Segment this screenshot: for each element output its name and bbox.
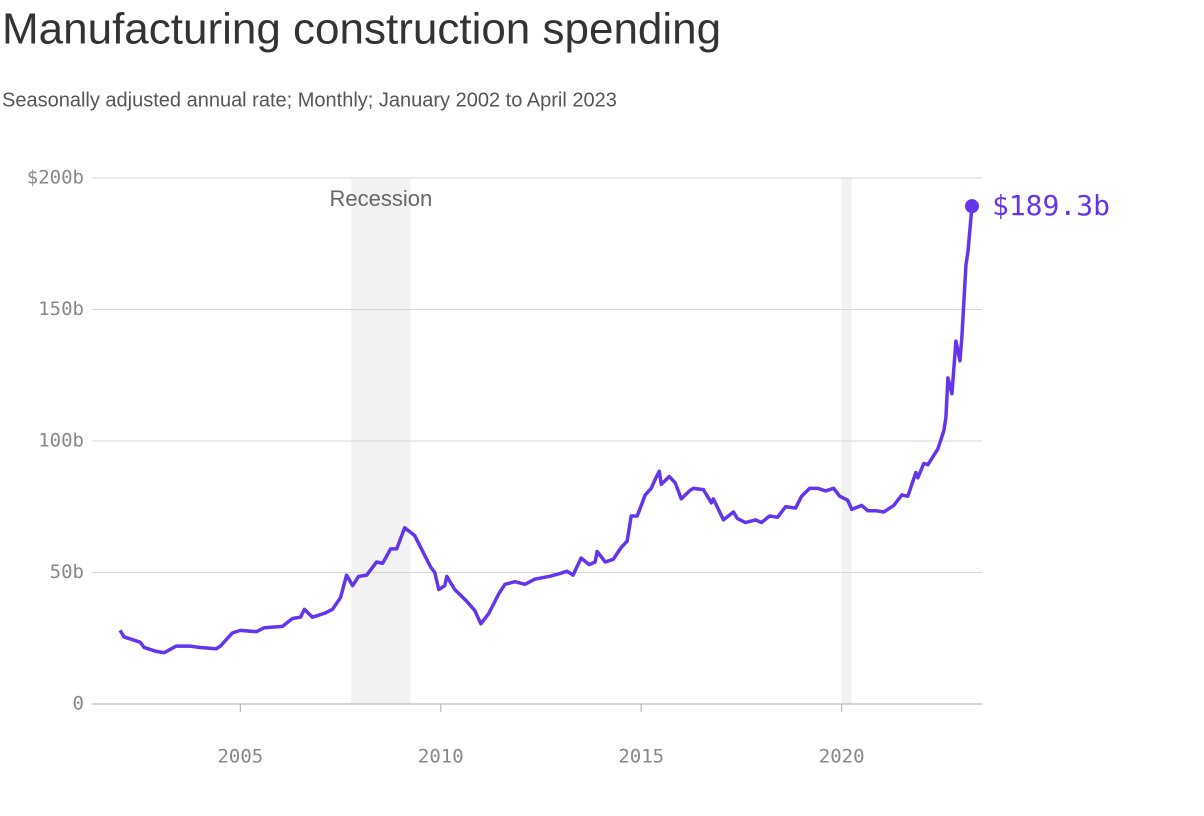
x-tick-label: 2020 xyxy=(819,746,865,768)
line xyxy=(118,205,974,655)
chart-subtitle: Seasonally adjusted annual rate; Monthly… xyxy=(2,89,617,111)
x-tick-label: 2005 xyxy=(217,746,263,768)
plot: $189.3b xyxy=(118,189,1110,655)
y-tick-label: 100b xyxy=(38,430,84,452)
recession-label: Recession xyxy=(329,186,432,211)
y-tick-label: 50b xyxy=(50,561,84,583)
end-dot xyxy=(964,199,979,214)
y-tick-label: 150b xyxy=(38,298,84,320)
grid: 0 50b 100b 150b $200b 2005 2010 2015 2020 xyxy=(27,167,982,768)
y-tick-label: $200b xyxy=(27,167,84,189)
end-label: $189.3b xyxy=(992,189,1110,222)
x-tick-label: 2010 xyxy=(418,746,464,768)
y-tick-label: 0 xyxy=(73,693,84,715)
chart-title: Manufacturing construction spending xyxy=(2,5,721,54)
x-tick-label: 2015 xyxy=(618,746,664,768)
